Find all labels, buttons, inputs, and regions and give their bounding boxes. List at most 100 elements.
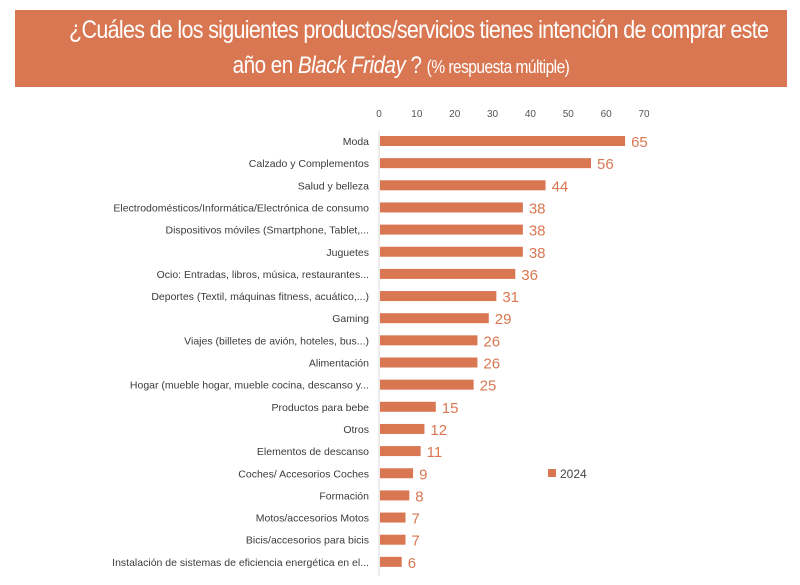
value-label: 9 — [419, 466, 427, 483]
x-tick-label: 0 — [376, 109, 382, 120]
category-label: Instalación de sistemas de eficiencia en… — [112, 557, 369, 569]
category-label: Elementos de descanso — [257, 446, 369, 458]
bar — [380, 446, 421, 457]
value-label: 26 — [483, 356, 500, 373]
bar-row: Deportes (Textil, máquinas fitness, acuá… — [151, 289, 519, 306]
category-label: Moda — [343, 136, 369, 148]
bar — [380, 556, 402, 567]
category-label: Otros — [343, 424, 369, 436]
title-line-2-post: ? — [405, 52, 427, 79]
category-label: Bicis/accesorios para bicis — [246, 535, 369, 547]
value-label: 7 — [412, 533, 420, 550]
bar — [380, 224, 523, 235]
x-tick-label: 20 — [449, 109, 461, 120]
bar — [380, 490, 410, 501]
bar — [380, 268, 516, 279]
bar — [380, 246, 523, 257]
category-label: Motos/accesorios Motos — [256, 513, 369, 525]
category-label: Alimentación — [309, 358, 369, 370]
category-label: Coches/ Accesorios Coches — [238, 468, 369, 480]
category-label: Formación — [319, 490, 369, 502]
bar-row: Gaming 29 — [332, 311, 511, 328]
bar — [380, 534, 406, 545]
value-label: 26 — [483, 333, 500, 350]
x-axis-ticks: 0 10 20 30 40 50 60 70 — [376, 109, 650, 120]
category-label: Productos para bebe — [272, 402, 370, 414]
value-label: 56 — [597, 156, 614, 173]
category-label: Ocio: Entradas, libros, música, restaura… — [157, 269, 369, 281]
bar — [380, 291, 497, 302]
bar-row: Alimentación 26 — [309, 356, 500, 373]
value-label: 15 — [442, 400, 459, 417]
value-label: 31 — [502, 289, 519, 306]
title-line-2: año en Black Friday ? (% respuesta múlti… — [69, 52, 733, 80]
bar-row: Productos para bebe 15 — [272, 400, 459, 417]
title-line-1: ¿Cuáles de los siguientes productos/serv… — [69, 16, 769, 44]
value-label: 25 — [480, 378, 497, 395]
bar — [380, 357, 478, 368]
bar — [380, 335, 478, 346]
bar-row: Electrodomésticos/Informática/Electrónic… — [113, 200, 545, 217]
category-label: Electrodomésticos/Informática/Electrónic… — [113, 202, 369, 214]
x-tick-label: 70 — [638, 109, 650, 120]
category-label: Juguetes — [326, 247, 369, 259]
bar-row: Juguetes 38 — [326, 245, 545, 262]
bar-row: Viajes (billetes de avión, hoteles, bus.… — [184, 333, 500, 350]
bar-row: Ocio: Entradas, libros, música, restaura… — [157, 267, 538, 284]
legend: 2024 — [548, 467, 587, 481]
bar-row: Motos/accesorios Motos 7 — [256, 511, 420, 528]
bar-row: Bicis/accesorios para bicis 7 — [246, 533, 420, 550]
value-label: 12 — [430, 422, 447, 439]
bar — [380, 401, 436, 412]
value-label: 38 — [529, 245, 546, 262]
bar-row: Calzado y Complementos 56 — [249, 156, 614, 173]
value-label: 44 — [552, 178, 569, 195]
category-label: Hogar (mueble hogar, mueble cocina, desc… — [130, 380, 369, 392]
category-label: Salud y belleza — [298, 180, 369, 192]
category-label: Viajes (billetes de avión, hoteles, bus.… — [184, 335, 369, 347]
bar-row: Dispositivos móviles (Smartphone, Tablet… — [166, 223, 546, 240]
x-tick-label: 60 — [601, 109, 613, 120]
value-label: 65 — [631, 134, 648, 151]
value-label: 38 — [529, 200, 546, 217]
bar — [380, 313, 489, 324]
category-label: Dispositivos móviles (Smartphone, Tablet… — [166, 225, 369, 237]
x-tick-label: 30 — [487, 109, 499, 120]
x-tick-label: 10 — [411, 109, 423, 120]
value-label: 7 — [412, 511, 420, 528]
value-label: 29 — [495, 311, 512, 328]
value-label: 38 — [529, 223, 546, 240]
title-line-2-pre: año en — [232, 52, 298, 79]
bar — [380, 136, 626, 146]
bar-row: Instalación de sistemas de eficiencia en… — [112, 555, 416, 572]
x-tick-label: 50 — [563, 109, 575, 120]
value-label: 11 — [427, 444, 443, 461]
bar — [380, 202, 523, 213]
legend-label: 2024 — [560, 467, 587, 481]
bars: Moda 65 Calzado y Complementos 56 Salud y be… — [112, 134, 648, 572]
bar — [380, 468, 414, 479]
bar — [380, 379, 474, 390]
bar-row: Moda 65 — [343, 134, 648, 151]
title-black-friday: Black Friday — [297, 52, 406, 79]
value-label: 36 — [521, 267, 538, 284]
bar — [380, 158, 591, 169]
value-label: 8 — [415, 488, 423, 505]
bar — [380, 512, 406, 523]
bar-row: Otros 12 — [343, 422, 447, 439]
bar-row: Hogar (mueble hogar, mueble cocina, desc… — [130, 378, 496, 395]
title-banner: ¿Cuáles de los siguientes productos/serv… — [15, 10, 787, 87]
category-label: Calzado y Complementos — [249, 158, 369, 170]
bar — [380, 423, 425, 434]
bar-row: Coches/ Accesorios Coches 9 — [238, 466, 427, 483]
category-label: Gaming — [332, 313, 369, 325]
bar-row: Formación 8 — [319, 488, 423, 505]
title-subtitle: (% respuesta múltiple) — [426, 57, 570, 77]
legend-swatch — [548, 469, 556, 477]
bar-row: Salud y belleza 44 — [298, 178, 568, 195]
bar — [380, 180, 546, 191]
bar-row: Elementos de descanso 11 — [257, 444, 442, 461]
x-tick-label: 40 — [525, 109, 537, 120]
category-label: Deportes (Textil, máquinas fitness, acuá… — [151, 291, 369, 303]
